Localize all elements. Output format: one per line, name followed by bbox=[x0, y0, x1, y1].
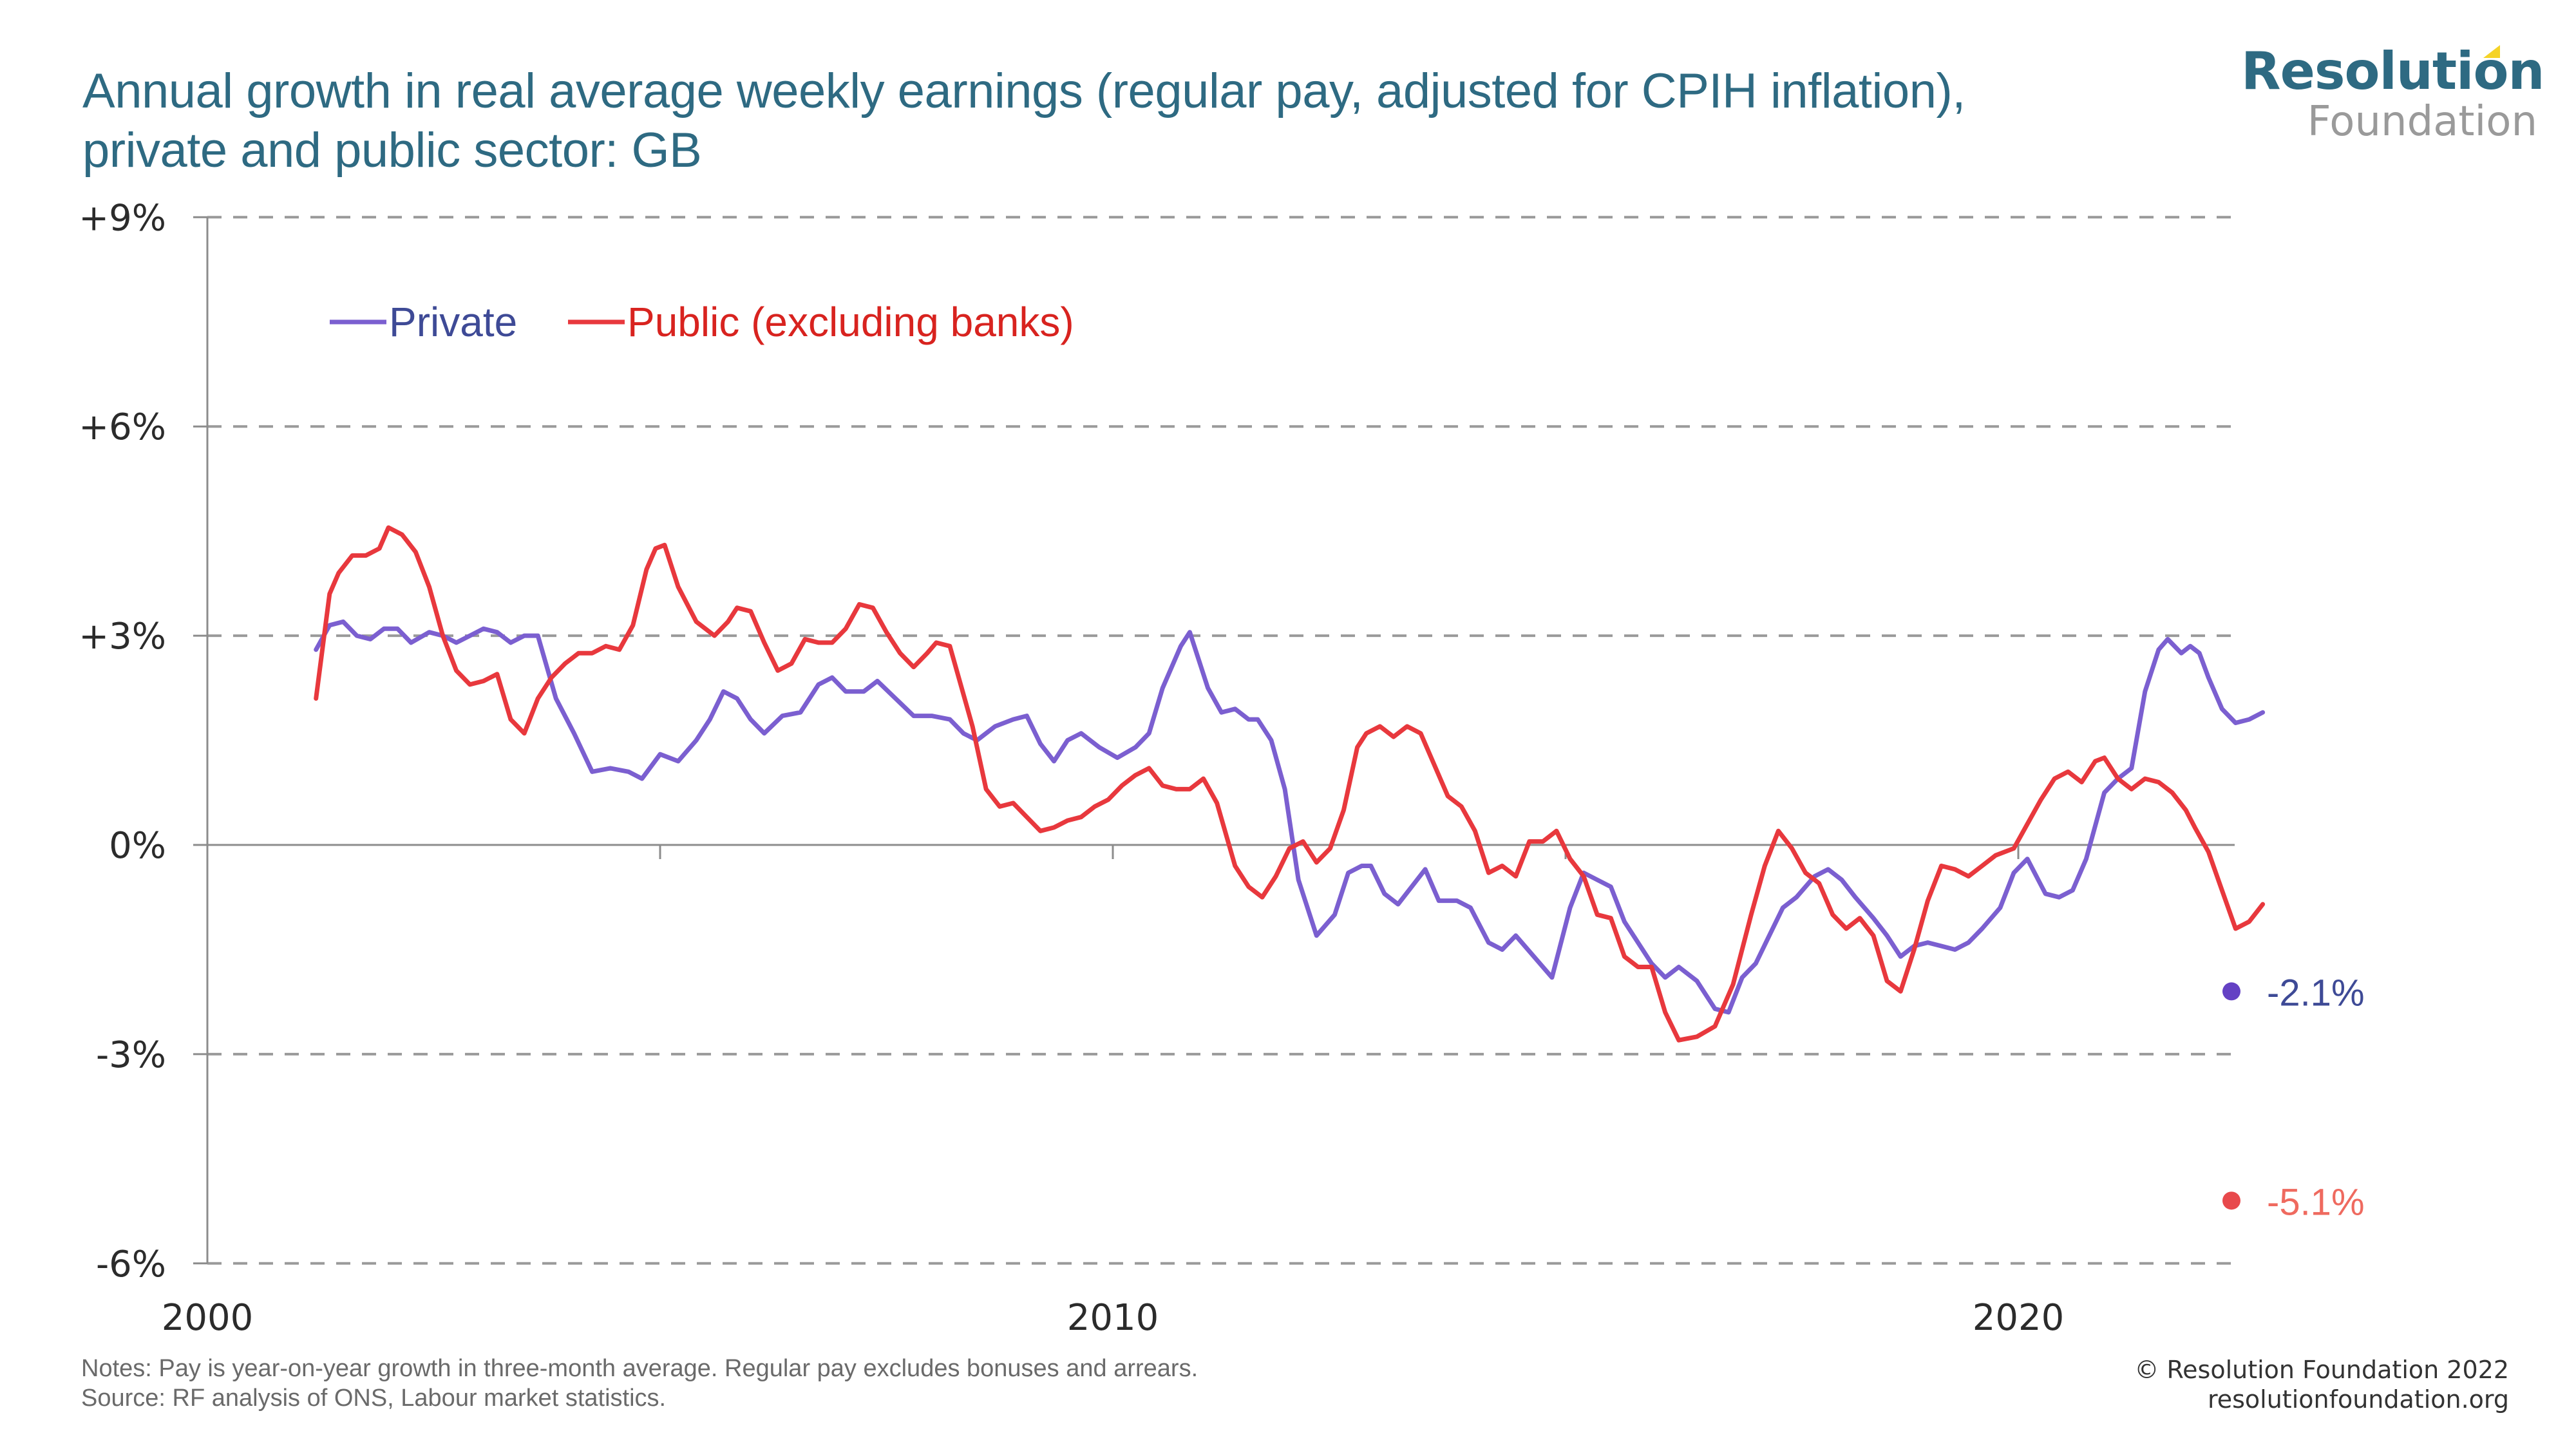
y-tick-label: +6% bbox=[79, 406, 166, 448]
axes bbox=[193, 216, 2020, 1265]
public-end-dot bbox=[2222, 1191, 2240, 1210]
title-line-1: Annual growth in real average weekly ear… bbox=[82, 64, 1965, 118]
logo-wordmark-bottom: Foundation bbox=[2307, 98, 2537, 146]
copyright: © Resolution Foundation 2022 bbox=[2134, 1356, 2509, 1384]
grid-lines bbox=[207, 216, 2235, 1265]
x-tick-label: 2000 bbox=[162, 1297, 254, 1339]
source-line: Source: RF analysis of ONS, Labour marke… bbox=[81, 1385, 667, 1412]
public-end-label: -5.1% bbox=[2267, 1181, 2365, 1223]
y-tick-label: -6% bbox=[96, 1244, 166, 1285]
y-tick-label: +9% bbox=[79, 197, 166, 239]
y-tick-label: -3% bbox=[96, 1034, 166, 1076]
resolution-foundation-logo: Resolution Foundation bbox=[2241, 44, 2544, 146]
series-layer bbox=[314, 525, 2266, 1210]
legend: Private Public (excluding banks) bbox=[330, 299, 1074, 345]
logo-wordmark-top: Resolution bbox=[2241, 44, 2544, 99]
logo-accent-icon bbox=[2483, 45, 2500, 58]
private-series-line bbox=[314, 619, 2266, 1015]
y-tick-label: 0% bbox=[109, 825, 166, 867]
notes-line: Notes: Pay is year-on-year growth in thr… bbox=[81, 1355, 1198, 1382]
public-series-line bbox=[314, 525, 2266, 1043]
y-tick-label: +3% bbox=[79, 616, 166, 658]
private-end-label: -2.1% bbox=[2267, 972, 2365, 1014]
legend-label-private: Private bbox=[389, 299, 517, 345]
credit: © Resolution Foundation 2022 resolutionf… bbox=[2134, 1355, 2509, 1414]
chart-title: Annual growth in real average weekly ear… bbox=[82, 62, 2208, 180]
private-end-dot bbox=[2222, 982, 2240, 1001]
website-link[interactable]: resolutionfoundation.org bbox=[2207, 1385, 2509, 1414]
tick-labels: +9% +6% +3% 0% -3% -6% 2000 2010 2020 -2.1% -5.1% bbox=[79, 197, 2364, 1339]
legend-label-public: Public (excluding banks) bbox=[627, 299, 1074, 345]
x-tick-label: 2010 bbox=[1067, 1297, 1159, 1339]
x-tick-label: 2020 bbox=[1973, 1297, 2065, 1339]
notes: Notes: Pay is year-on-year growth in thr… bbox=[81, 1354, 1198, 1413]
title-line-2: private and public sector: GB bbox=[82, 123, 702, 178]
